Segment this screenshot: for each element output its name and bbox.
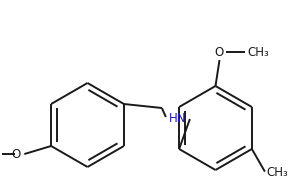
Text: O: O: [11, 148, 20, 161]
Text: HN: HN: [169, 111, 187, 125]
Text: O: O: [215, 46, 224, 59]
Text: CH₃: CH₃: [267, 166, 289, 179]
Text: CH₃: CH₃: [248, 46, 269, 58]
